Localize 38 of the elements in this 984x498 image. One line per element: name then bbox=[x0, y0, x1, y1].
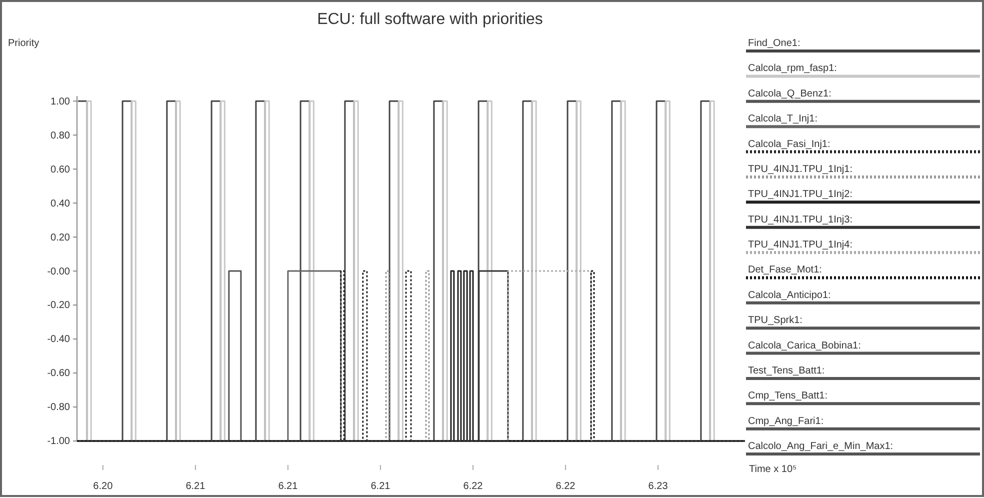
y-axis-title: Priority bbox=[8, 38, 40, 49]
y-tick-label: 0.60 bbox=[50, 164, 70, 176]
text: TPU_Sprk1: bbox=[748, 315, 802, 326]
y-tick-label: -0.80 bbox=[47, 402, 70, 414]
text: Calcola_Anticipo1: bbox=[748, 290, 831, 301]
y-tick-label: -0.20 bbox=[47, 300, 70, 312]
y-tick-label: 1.00 bbox=[50, 96, 70, 108]
text: Calcola_Q_Benz1: bbox=[748, 88, 832, 100]
text: Cmp_Tens_Batt1: bbox=[748, 390, 828, 402]
text: Calcola_Carica_Bobina1: bbox=[748, 340, 861, 352]
text: Calcola_T_Inj1: bbox=[748, 114, 818, 125]
text: Calcola_rpm_fasp1: bbox=[748, 63, 837, 74]
text: Test_Tens_Batt1: bbox=[748, 365, 825, 376]
text: TPU_4INJ1.TPU_1Inj1: bbox=[748, 164, 852, 175]
x-tick-label: 6.21 bbox=[370, 481, 391, 492]
text: Det_Fase_Mot1: bbox=[748, 264, 822, 276]
y-tick-label: 0.20 bbox=[50, 232, 70, 244]
x-tick-label: 6.22 bbox=[463, 481, 484, 492]
y-tick-label: 0.40 bbox=[50, 198, 70, 210]
y-tick-label: -0.60 bbox=[47, 368, 70, 380]
text: Calcola_Fasi_Inj1: bbox=[748, 138, 830, 150]
x-tick-label: 6.21 bbox=[278, 481, 298, 492]
x-tick-label: 6.23 bbox=[648, 481, 668, 492]
x-tick-label: 6.20 bbox=[93, 481, 114, 492]
text: TPU_4INJ1.TPU_1Inj4: bbox=[748, 240, 852, 250]
text: Calcolo_Ang_Fari_e_Min_Max1: bbox=[748, 441, 894, 452]
y-tick-label: -0.40 bbox=[47, 334, 70, 346]
y-tick-label: -1.00 bbox=[47, 436, 70, 448]
x-tick-label: 6.22 bbox=[556, 481, 576, 492]
y-tick-label: -0.00 bbox=[47, 266, 70, 278]
text: Find_One1: bbox=[748, 38, 800, 49]
chart-title: ECU: full software with priorities bbox=[317, 11, 543, 28]
x-axis-title: Time x 10⁵ bbox=[749, 464, 797, 475]
text: TPU_4INJ1.TPU_1Inj3: bbox=[748, 214, 852, 226]
text: TPU_4INJ1.TPU_1Inj2: bbox=[748, 189, 852, 200]
x-tick-label: 6.21 bbox=[186, 481, 206, 492]
y-tick-label: 0.80 bbox=[50, 130, 70, 142]
text: Cmp_Ang_Fari1: bbox=[748, 416, 824, 427]
